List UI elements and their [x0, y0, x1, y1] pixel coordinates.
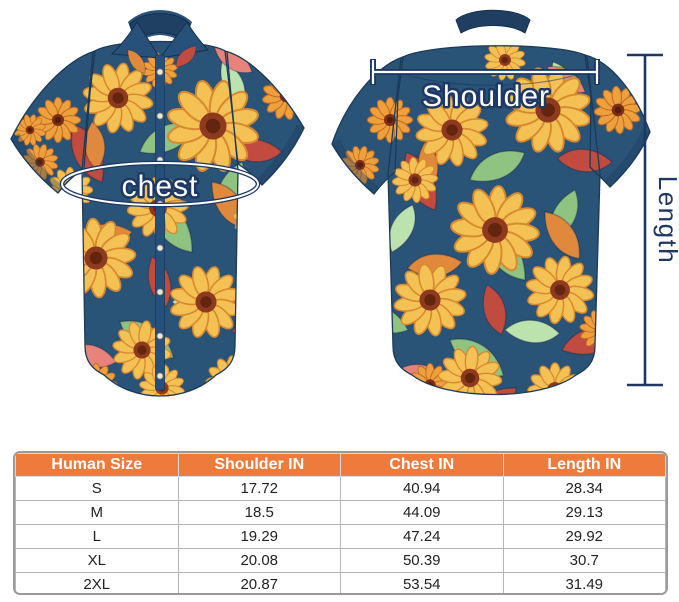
back-yoke-seam	[398, 69, 590, 86]
cell-size: L	[15, 524, 179, 549]
back-left-cuff-shade	[332, 139, 379, 194]
shirt-measurement-diagram: chest Shoulder Length	[10, 9, 679, 397]
header-cell-length: Length IN	[502, 453, 666, 477]
front-collar	[110, 13, 209, 77]
cell-chest: 53.54	[340, 572, 504, 593]
cell-chest: 50.39	[340, 548, 504, 573]
cell-shoulder: 17.72	[177, 476, 341, 501]
back-collar	[455, 9, 531, 34]
front-right-cuff-shade	[257, 124, 304, 185]
cell-chest: 40.94	[340, 476, 504, 501]
header-cell-shoulder: Shoulder IN	[177, 453, 341, 477]
front-shirt-image	[10, 10, 305, 397]
shoulder-label: Shoulder	[422, 80, 550, 113]
cell-size: 2XL	[15, 572, 179, 593]
cell-length: 29.13	[502, 500, 666, 525]
front-left-cuff-shade	[11, 133, 63, 193]
size-row: XL 20.08 50.39 30.7	[15, 548, 666, 573]
cell-size: M	[15, 500, 179, 525]
header-cell-chest: Chest IN	[340, 453, 504, 477]
chest-measure-annotation: chest	[59, 160, 261, 208]
cell-chest: 44.09	[340, 500, 504, 525]
button-placket	[155, 54, 165, 391]
size-row: M 18.5 44.09 29.13	[15, 500, 666, 525]
cell-length: 29.92	[502, 524, 666, 549]
size-table: Human Size Shoulder IN Chest IN Length I…	[13, 451, 668, 595]
shoulder-measure-annotation: Shoulder	[370, 59, 600, 116]
cell-shoulder: 20.08	[177, 548, 341, 573]
cell-shoulder: 19.29	[177, 524, 341, 549]
header-cell-human-size: Human Size	[15, 453, 179, 477]
chest-label: chest	[122, 170, 199, 203]
size-row: S 17.72 40.94 28.34	[15, 476, 666, 501]
length-label: Length	[653, 176, 679, 265]
cell-length: 28.34	[502, 476, 666, 501]
size-row: 2XL 20.87 53.54 31.49	[15, 572, 666, 593]
cell-chest: 47.24	[340, 524, 504, 549]
size-row: L 19.29 47.24 29.92	[15, 524, 666, 549]
cell-shoulder: 18.5	[177, 500, 341, 525]
cell-length: 31.49	[502, 572, 666, 593]
table-header-row: Human Size Shoulder IN Chest IN Length I…	[15, 453, 666, 477]
cell-size: S	[15, 476, 179, 501]
cell-size: XL	[15, 548, 179, 573]
back-right-cuff-shade	[605, 128, 650, 187]
cell-length: 30.7	[502, 548, 666, 573]
length-measure-annotation: Length	[627, 53, 679, 387]
cell-shoulder: 20.87	[177, 572, 341, 593]
